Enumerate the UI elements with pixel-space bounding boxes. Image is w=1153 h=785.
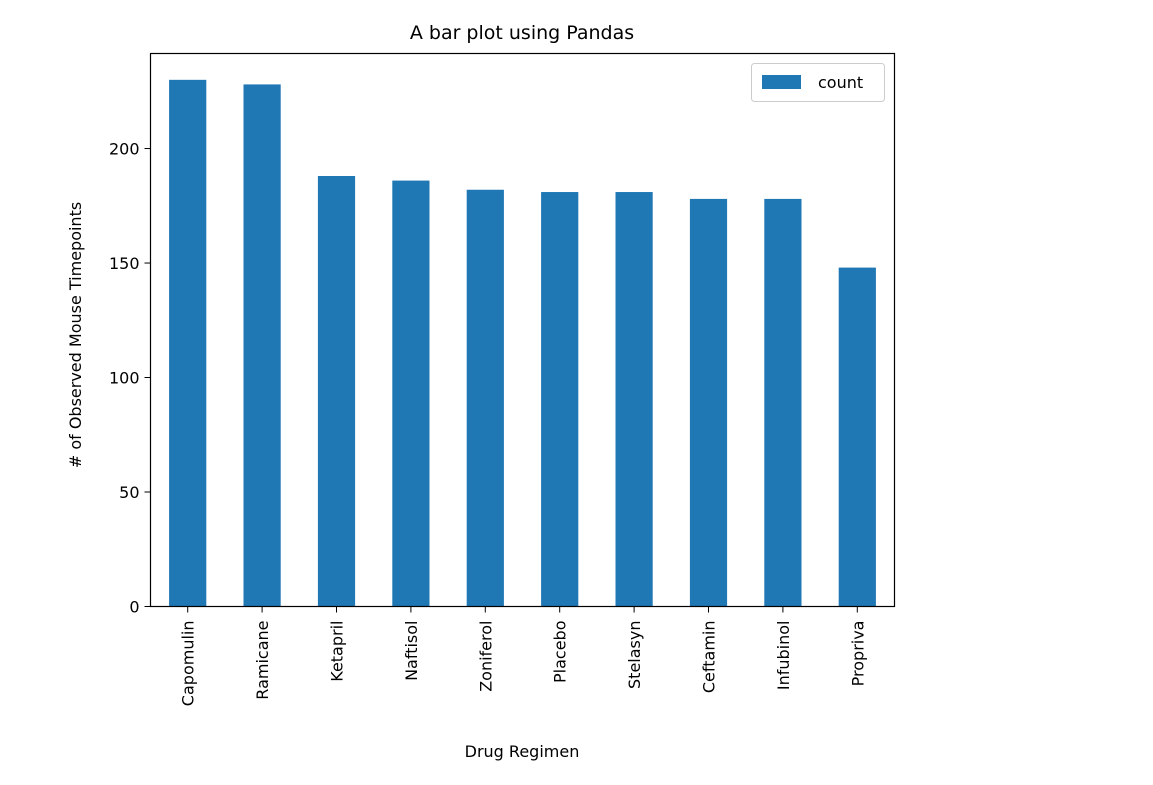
y-axis-ticks: 0 50 100 150 200 <box>109 140 151 617</box>
bar-ramicane <box>243 84 281 607</box>
x-tick-label: Propriva <box>848 621 867 687</box>
x-tick-label: Stelasyn <box>625 621 644 689</box>
bars-layer <box>169 79 876 607</box>
legend-frame <box>751 63 885 102</box>
x-tick-label: Naftisol <box>402 621 421 681</box>
y-tick-label: 150 <box>109 254 140 273</box>
x-tick-label: Capomulin <box>179 621 198 707</box>
bar-zoniferol <box>466 189 504 607</box>
legend-label: count <box>818 73 863 92</box>
bar-propriva <box>838 267 876 607</box>
legend: count <box>751 63 885 102</box>
plot-frame <box>149 52 896 608</box>
bar-stelasyn <box>615 192 653 607</box>
x-tick-label: Zoniferol <box>476 621 495 692</box>
x-tick-label: Ketapril <box>328 621 347 682</box>
y-tick-label: 100 <box>109 369 140 388</box>
x-axis-label: Drug Regimen <box>465 742 580 761</box>
x-tick-label: Ceftamin <box>700 621 719 694</box>
x-axis-ticks: Capomulin Ramicane Ketapril Naftisol Zonifer… <box>179 606 867 707</box>
y-tick-label: 200 <box>109 140 140 159</box>
x-tick-label: Ramicane <box>253 621 272 700</box>
legend-swatch <box>762 75 801 89</box>
x-tick-label: Infubinol <box>774 621 793 691</box>
bar-infubinol <box>764 198 802 607</box>
chart-title: A bar plot using Pandas <box>410 22 634 44</box>
x-tick-label: Placebo <box>551 621 570 683</box>
y-tick-label: 0 <box>129 598 139 617</box>
bar-ceftamin <box>689 198 728 607</box>
y-axis-label: # of Observed Mouse Timepoints <box>66 202 85 468</box>
bar-capomulin <box>169 79 207 607</box>
bar-ketapril <box>317 176 356 607</box>
y-tick-label: 50 <box>119 483 139 502</box>
bar-placebo <box>541 192 579 607</box>
bar-naftisol <box>392 180 430 607</box>
